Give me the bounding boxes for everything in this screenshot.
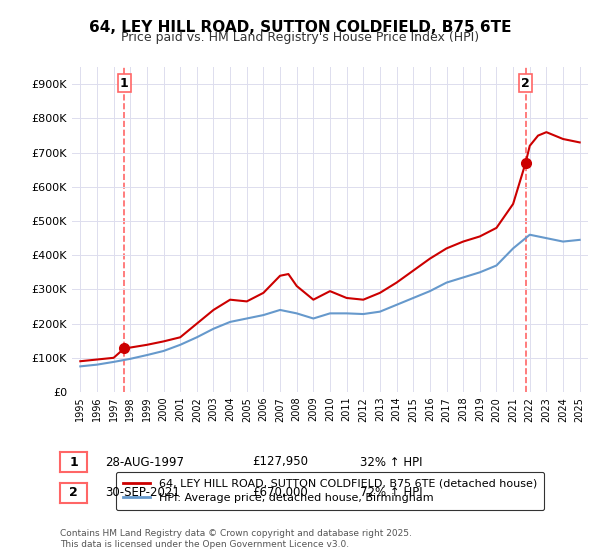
Text: 1: 1 — [69, 455, 78, 469]
Text: 30-SEP-2021: 30-SEP-2021 — [105, 486, 180, 500]
Legend: 64, LEY HILL ROAD, SUTTON COLDFIELD, B75 6TE (detached house), HPI: Average pric: 64, LEY HILL ROAD, SUTTON COLDFIELD, B75… — [116, 472, 544, 510]
Text: 2: 2 — [69, 486, 78, 500]
Text: £127,950: £127,950 — [252, 455, 308, 469]
Text: 64, LEY HILL ROAD, SUTTON COLDFIELD, B75 6TE: 64, LEY HILL ROAD, SUTTON COLDFIELD, B75… — [89, 20, 511, 35]
Text: 1: 1 — [120, 77, 129, 90]
Text: £670,000: £670,000 — [252, 486, 308, 500]
Text: 32% ↑ HPI: 32% ↑ HPI — [360, 455, 422, 469]
Text: 28-AUG-1997: 28-AUG-1997 — [105, 455, 184, 469]
Text: Contains HM Land Registry data © Crown copyright and database right 2025.
This d: Contains HM Land Registry data © Crown c… — [60, 529, 412, 549]
Text: Price paid vs. HM Land Registry's House Price Index (HPI): Price paid vs. HM Land Registry's House … — [121, 31, 479, 44]
Text: 72% ↑ HPI: 72% ↑ HPI — [360, 486, 422, 500]
Text: 2: 2 — [521, 77, 530, 90]
